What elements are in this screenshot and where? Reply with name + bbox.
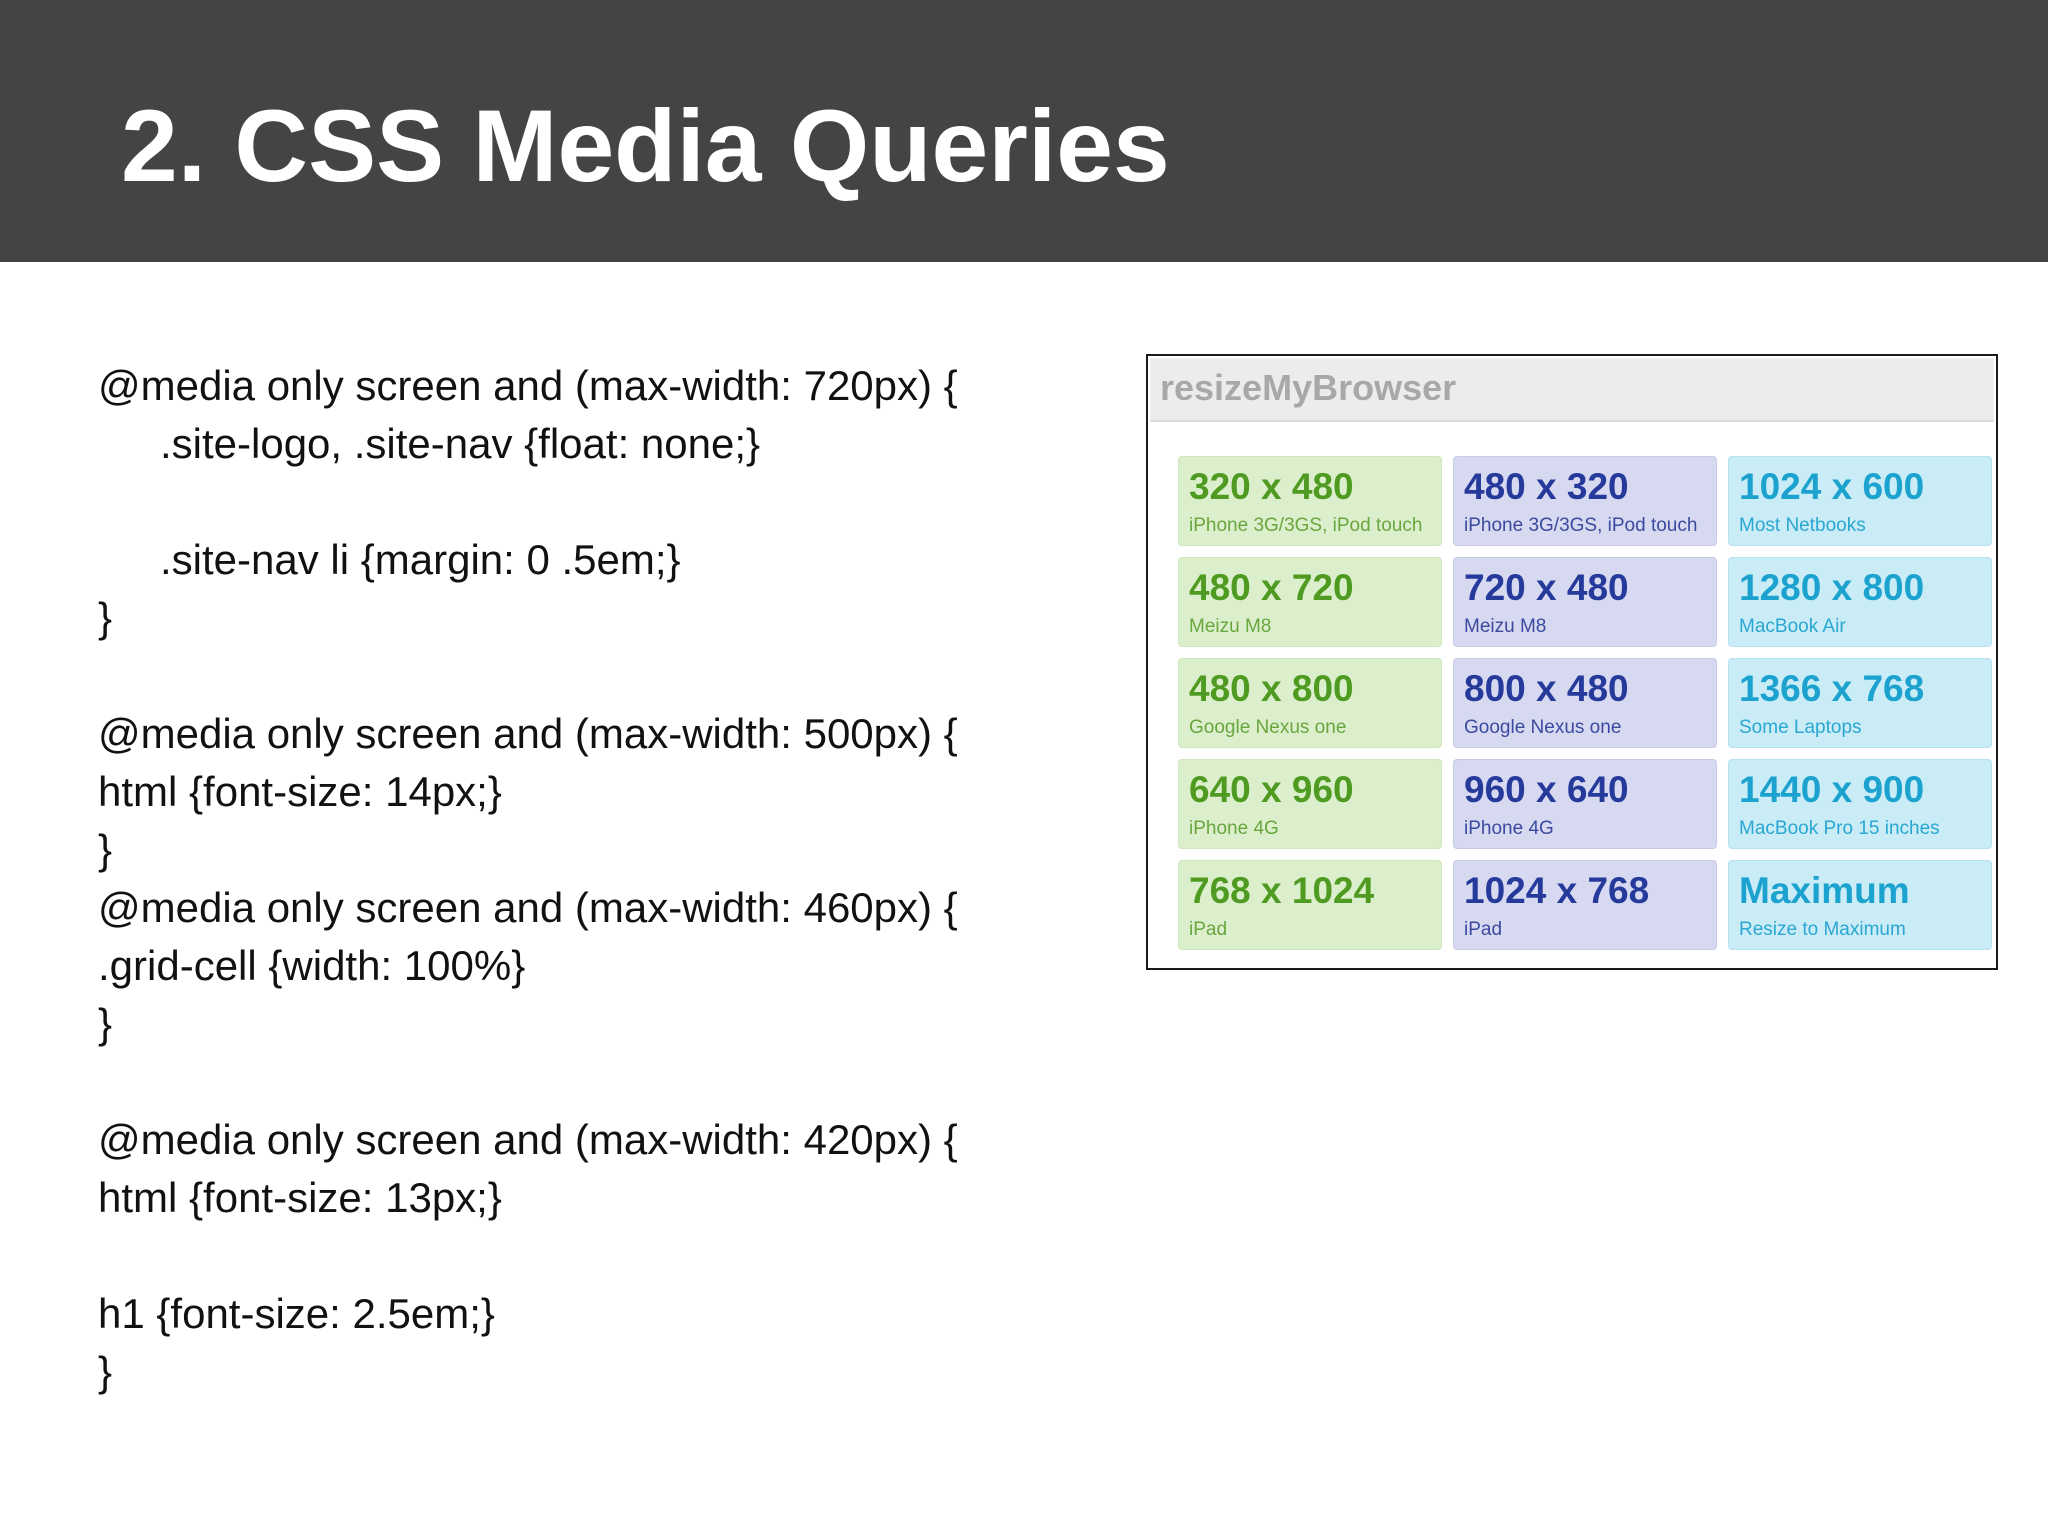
resize-my-browser-widget: resizeMyBrowser 320 x 480 iPhone 3G/3GS,… (1146, 354, 1998, 970)
resolution-grid: 320 x 480 iPhone 3G/3GS, iPod touch 480 … (1178, 456, 1992, 956)
resolution-button[interactable]: 480 x 720 Meizu M8 (1178, 557, 1442, 647)
slide-header: 2. CSS Media Queries (0, 0, 2048, 262)
resolution-label: 1280 x 800 (1739, 567, 1925, 608)
widget-header: resizeMyBrowser (1150, 358, 1994, 422)
device-label: Google Nexus one (1464, 717, 1622, 738)
code-line: html {font-size: 13px;} (98, 1174, 502, 1221)
device-label: iPhone 3G/3GS, iPod touch (1189, 515, 1423, 536)
device-label: Most Netbooks (1739, 515, 1866, 536)
resolution-button[interactable]: 640 x 960 iPhone 4G (1178, 759, 1442, 849)
resolution-button[interactable]: 960 x 640 iPhone 4G (1453, 759, 1717, 849)
resolution-button[interactable]: 768 x 1024 iPad (1178, 860, 1442, 950)
device-label: MacBook Air (1739, 616, 1846, 637)
code-line: .grid-cell {width: 100%} (98, 942, 526, 989)
device-label: MacBook Pro 15 inches (1739, 818, 1940, 839)
resolution-button[interactable]: 1366 x 768 Some Laptops (1728, 658, 1992, 748)
device-label: Resize to Maximum (1739, 919, 1906, 940)
resolution-label: 480 x 320 (1464, 466, 1629, 507)
slide-title: 2. CSS Media Queries (121, 89, 1170, 203)
resolution-button[interactable]: 320 x 480 iPhone 3G/3GS, iPod touch (1178, 456, 1442, 546)
resolution-button[interactable]: 1024 x 768 iPad (1453, 860, 1717, 950)
resolution-button[interactable]: 800 x 480 Google Nexus one (1453, 658, 1717, 748)
resolution-button[interactable]: 1440 x 900 MacBook Pro 15 inches (1728, 759, 1992, 849)
code-line: } (98, 594, 113, 641)
resolution-label: 640 x 960 (1189, 769, 1354, 810)
resolution-label: 800 x 480 (1464, 668, 1629, 709)
code-line: .site-logo, .site-nav {float: none;} (160, 420, 761, 467)
resolution-label: 320 x 480 (1189, 466, 1354, 507)
code-line: } (98, 1348, 113, 1395)
resolution-label: 1024 x 600 (1739, 466, 1925, 507)
code-line: @media only screen and (max-width: 500px… (98, 710, 958, 757)
resolution-label: 720 x 480 (1464, 567, 1629, 608)
device-label: iPad (1464, 919, 1503, 940)
device-label: Some Laptops (1739, 717, 1862, 738)
maximum-button[interactable]: Maximum Resize to Maximum (1728, 860, 1992, 950)
code-line: @media only screen and (max-width: 460px… (98, 884, 958, 931)
code-line: @media only screen and (max-width: 420px… (98, 1116, 958, 1163)
code-line: } (98, 826, 113, 873)
resolution-label: 1440 x 900 (1739, 769, 1925, 810)
resolution-button[interactable]: 1280 x 800 MacBook Air (1728, 557, 1992, 647)
device-label: iPad (1189, 919, 1228, 940)
resolution-label: 1366 x 768 (1739, 668, 1925, 709)
resolution-label: 960 x 640 (1464, 769, 1629, 810)
resolution-button[interactable]: 720 x 480 Meizu M8 (1453, 557, 1717, 647)
code-line: } (98, 1000, 113, 1047)
code-line: h1 {font-size: 2.5em;} (98, 1290, 495, 1337)
code-line: html {font-size: 14px;} (98, 768, 502, 815)
resolution-button[interactable]: 480 x 320 iPhone 3G/3GS, iPod touch (1453, 456, 1717, 546)
code-line: .site-nav li {margin: 0 .5em;} (160, 536, 681, 583)
resolution-button[interactable]: 1024 x 600 Most Netbooks (1728, 456, 1992, 546)
resolution-label: 1024 x 768 (1464, 870, 1650, 911)
device-label: Meizu M8 (1189, 616, 1272, 637)
code-line: @media only screen and (max-width: 720px… (98, 362, 958, 409)
resolution-label: Maximum (1739, 870, 1910, 911)
resolution-label: 768 x 1024 (1189, 870, 1375, 911)
resolution-label: 480 x 800 (1189, 668, 1354, 709)
resolution-label: 480 x 720 (1189, 567, 1354, 608)
device-label: iPhone 4G (1189, 818, 1279, 839)
widget-title: resizeMyBrowser (1160, 367, 1457, 408)
device-label: Meizu M8 (1464, 616, 1547, 637)
resolution-button[interactable]: 480 x 800 Google Nexus one (1178, 658, 1442, 748)
device-label: iPhone 3G/3GS, iPod touch (1464, 515, 1698, 536)
device-label: Google Nexus one (1189, 717, 1347, 738)
device-label: iPhone 4G (1464, 818, 1554, 839)
